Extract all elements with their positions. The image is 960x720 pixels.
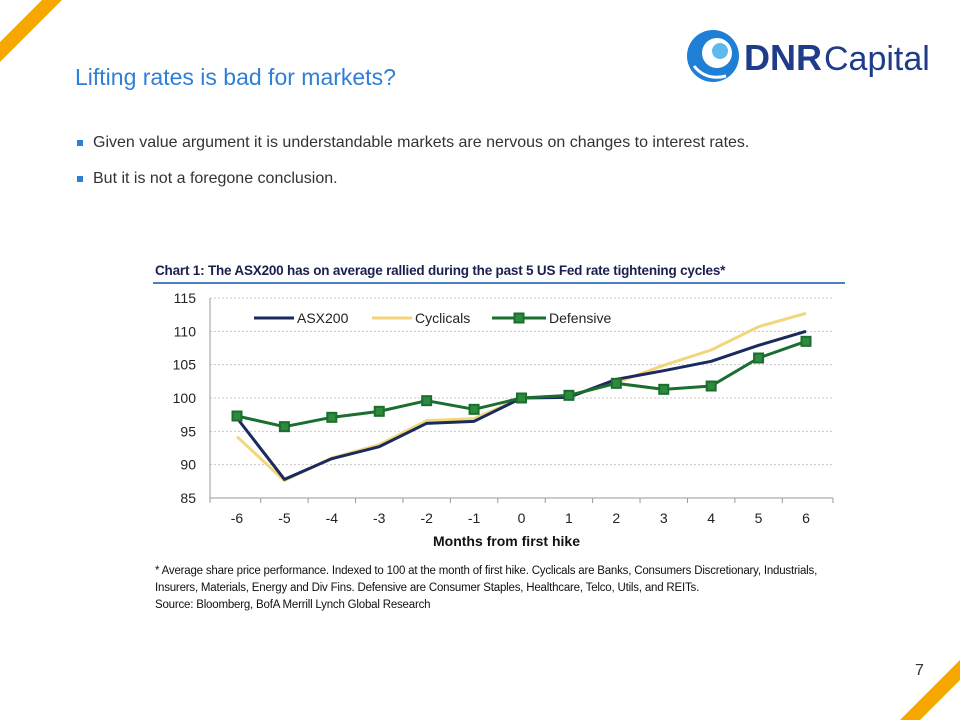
- logo-swirl-icon: [687, 30, 739, 82]
- data-point-defensive: [231, 410, 243, 422]
- bullet-square-icon: [77, 140, 83, 146]
- legend-label-cyclicals: Cyclicals: [415, 310, 470, 326]
- y-tick-label: 110: [174, 323, 197, 339]
- line-chart: 85 90 95 100 105 110 115 -6 -5 -4 -3 -2 -1 0 1 2 3 4 5 6 Mon…: [173, 290, 834, 549]
- bullet-text: Given value argument it is understandabl…: [93, 134, 750, 151]
- y-tick-label: 95: [180, 423, 196, 439]
- page-number: 7: [915, 662, 924, 679]
- data-point-defensive: [278, 421, 290, 433]
- corner-decoration-top-left-inner: [0, 0, 42, 42]
- data-point-defensive: [468, 403, 480, 415]
- data-point-defensive: [705, 380, 717, 392]
- x-tick-label: -4: [326, 510, 339, 526]
- y-tick-label: 90: [180, 457, 196, 473]
- x-tick-label: 2: [612, 510, 620, 526]
- footnote-line: * Average share price performance. Index…: [155, 565, 818, 577]
- data-point-defensive: [421, 395, 433, 407]
- chart-title-rule: [153, 282, 845, 284]
- y-tick-label: 85: [180, 490, 196, 506]
- x-tick-label: -3: [373, 510, 386, 526]
- legend-label-asx200: ASX200: [297, 310, 349, 326]
- bullet-item: But it is not a foregone conclusion.: [75, 168, 875, 190]
- data-point-defensive: [516, 392, 527, 404]
- legend-label-defensive: Defensive: [549, 310, 611, 326]
- y-tick-label: 100: [173, 390, 197, 406]
- chart-title: Chart 1: The ASX200 has on average ralli…: [155, 263, 726, 278]
- data-point-defensive: [373, 405, 385, 417]
- logo-text-light: Capital: [824, 40, 930, 78]
- series-line-defensive: [236, 339, 807, 429]
- x-tick-label: -5: [278, 510, 291, 526]
- x-tick-label: -6: [231, 510, 244, 526]
- x-tick-label: 3: [660, 510, 668, 526]
- data-point-defensive: [753, 352, 765, 364]
- x-axis-title: Months from first hike: [433, 533, 580, 549]
- x-tick-label: 4: [707, 510, 715, 526]
- company-logo: DNR Capital: [687, 30, 930, 82]
- data-point-defensive: [563, 389, 575, 401]
- data-point-defensive: [800, 335, 812, 347]
- x-tick-label: 0: [518, 510, 526, 526]
- y-tick-label: 105: [173, 357, 197, 373]
- data-point-defensive: [326, 411, 338, 423]
- x-tick-label: 6: [802, 510, 810, 526]
- bullet-square-icon: [77, 176, 83, 182]
- y-tick-label: 115: [174, 290, 197, 306]
- footnote-line: Source: Bloomberg, BofA Merrill Lynch Gl…: [155, 599, 431, 611]
- x-tick-label: 5: [755, 510, 763, 526]
- bullet-item: Given value argument it is understandabl…: [75, 132, 875, 154]
- data-point-defensive: [658, 383, 670, 395]
- chart-footnote: * Average share price performance. Index…: [155, 563, 855, 614]
- slide-title: Lifting rates is bad for markets?: [75, 64, 396, 90]
- x-tick-label: 1: [565, 510, 573, 526]
- logo-text-bold: DNR: [744, 37, 822, 78]
- series-line-asx200: [235, 329, 807, 481]
- x-tick-label: -1: [468, 510, 481, 526]
- bullet-list: Given value argument it is understandabl…: [75, 132, 875, 204]
- bullet-text: But it is not a foregone conclusion.: [93, 170, 338, 187]
- data-point-defensive: [610, 377, 622, 389]
- x-tick-label: -2: [420, 510, 433, 526]
- corner-decoration-bottom-right-inner: [920, 680, 960, 720]
- footnote-line: Insurers, Materials, Energy and Div Fins…: [155, 582, 700, 594]
- legend-marker-defensive: [513, 312, 525, 324]
